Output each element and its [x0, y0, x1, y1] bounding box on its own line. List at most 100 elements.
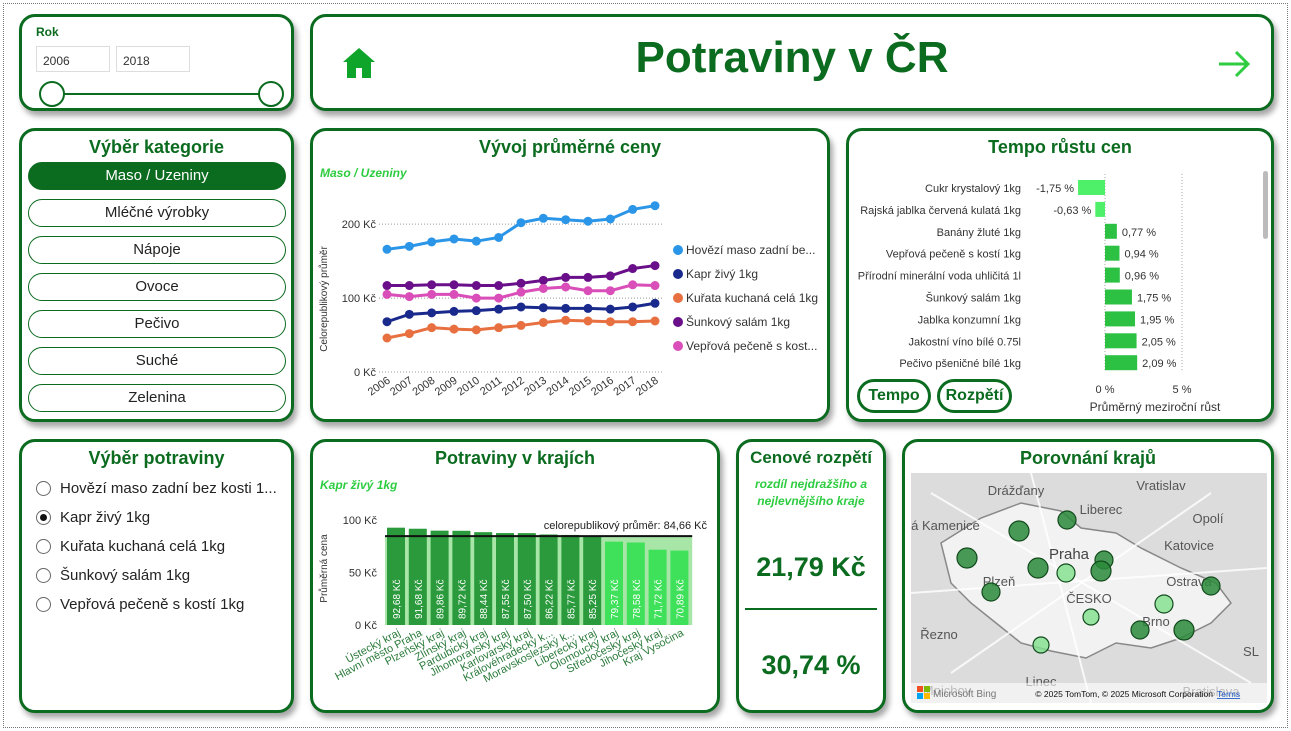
- data-point: [382, 244, 392, 254]
- food-option[interactable]: Kuřata kuchaná celá 1kg: [36, 538, 225, 555]
- growth-bar[interactable]: [1105, 289, 1132, 305]
- region-bar[interactable]: [474, 532, 493, 625]
- legend-label: Vepřová pečeně s kost...: [686, 339, 817, 353]
- bar-value-label: 85,25 Kč: [588, 580, 599, 619]
- region-bubble[interactable]: [1057, 510, 1077, 530]
- rozpeti-button[interactable]: Rozpětí: [937, 379, 1012, 413]
- radio-button[interactable]: [36, 510, 51, 525]
- food-option[interactable]: Vepřová pečeně s kostí 1kg: [36, 596, 244, 613]
- growth-bar[interactable]: [1105, 333, 1137, 349]
- data-point: [404, 329, 414, 339]
- region-bubble[interactable]: [1027, 557, 1049, 579]
- tempo-button[interactable]: Tempo: [857, 379, 931, 413]
- region-bubble[interactable]: [981, 582, 1001, 602]
- data-point: [427, 237, 437, 247]
- region-map[interactable]: Drážďany Liberec Vratislav Saská Kamenice Op…: [911, 473, 1267, 703]
- region-bar[interactable]: [648, 549, 667, 625]
- region-bubble[interactable]: [1173, 619, 1195, 641]
- region-bar[interactable]: [539, 534, 558, 625]
- region-bar[interactable]: [430, 530, 449, 625]
- radio-button[interactable]: [36, 539, 51, 554]
- place-label: Praha: [1049, 546, 1090, 563]
- growth-bar[interactable]: [1105, 355, 1138, 371]
- region-bubble[interactable]: [1082, 608, 1100, 626]
- radio-button[interactable]: [36, 597, 51, 612]
- growth-bar[interactable]: [1105, 245, 1120, 261]
- bar-value-label: 85,77 Kč: [566, 580, 577, 619]
- year-from-input[interactable]: 2006: [36, 46, 110, 72]
- radio-button[interactable]: [36, 481, 51, 496]
- region-bar[interactable]: [670, 550, 689, 625]
- category-button[interactable]: Zelenina: [28, 384, 286, 412]
- bar-value-label: 86,22 Kč: [545, 580, 556, 619]
- region-bar[interactable]: [496, 533, 514, 625]
- place-label: Ostrava: [1166, 574, 1212, 589]
- region-bubble[interactable]: [1032, 636, 1050, 654]
- category-button[interactable]: Pečivo: [28, 310, 286, 338]
- page-title: Potraviny v ČR: [635, 33, 949, 82]
- year-to-input[interactable]: 2018: [116, 46, 190, 72]
- radio-button[interactable]: [36, 568, 51, 583]
- map-terms-link[interactable]: Terms: [1217, 689, 1240, 699]
- place-label: Saská Kamenice: [911, 518, 980, 533]
- growth-bar[interactable]: [1105, 267, 1120, 283]
- region-bubble[interactable]: [956, 547, 978, 569]
- x-tick-label: 5 %: [1173, 384, 1192, 396]
- data-point: [427, 289, 437, 299]
- region-bar[interactable]: [452, 530, 471, 625]
- region-bubble[interactable]: [1056, 563, 1076, 583]
- data-point: [538, 275, 548, 285]
- region-bar[interactable]: [605, 541, 623, 625]
- region-bubble[interactable]: [1130, 620, 1150, 640]
- food-option-label: Kapr živý 1kg: [60, 509, 151, 526]
- region-bubble[interactable]: [1201, 576, 1221, 596]
- food-option[interactable]: Kapr živý 1kg: [36, 509, 150, 526]
- data-point: [605, 214, 615, 224]
- x-tick-label: 2014: [544, 375, 571, 399]
- map-card: Porovnání krajů Drážďany Liberec Vratislav…: [902, 439, 1274, 713]
- home-icon[interactable]: [341, 45, 377, 81]
- category-button[interactable]: Nápoje: [28, 236, 286, 264]
- data-label: 1,95 %: [1140, 314, 1174, 326]
- category-button[interactable]: Ovoce: [28, 273, 286, 301]
- place-label: Liberec: [1080, 502, 1123, 517]
- bing-logo-icon: [917, 693, 923, 699]
- place-label: Brno: [1142, 614, 1169, 629]
- category-button[interactable]: Suché: [28, 347, 286, 375]
- food-option[interactable]: Hovězí maso zadní bez kosti 1...: [36, 480, 277, 497]
- region-bar[interactable]: [387, 527, 405, 625]
- category-card: Výběr kategorie Maso / Uzeniny Mléčné výr…: [19, 128, 294, 422]
- growth-bar[interactable]: [1105, 223, 1117, 239]
- growth-bar[interactable]: [1105, 311, 1136, 327]
- region-bar[interactable]: [408, 528, 427, 625]
- year-slider-handle-end[interactable]: [258, 81, 284, 107]
- data-point: [449, 306, 459, 316]
- data-point: [382, 317, 392, 327]
- x-tick-label: 2012: [500, 375, 527, 399]
- growth-bar[interactable]: [1095, 201, 1105, 217]
- region-bubble[interactable]: [1008, 520, 1030, 542]
- food-option[interactable]: Šunkový salám 1kg: [36, 567, 190, 584]
- category-label: Vepřová pečeně s kostí 1kg: [886, 249, 1021, 261]
- year-slider-handle-start[interactable]: [39, 81, 65, 107]
- price-trend-chart: 0 Kč 100 Kč 200 Kč Celorepublikový průměr 20…: [318, 201, 818, 399]
- data-label: 0,77 %: [1122, 227, 1156, 239]
- legend-marker: [673, 269, 683, 279]
- arrow-right-icon[interactable]: [1217, 49, 1251, 79]
- data-label: 2,05 %: [1142, 336, 1176, 348]
- growth-bar[interactable]: [1078, 180, 1105, 195]
- region-bar[interactable]: [517, 533, 536, 625]
- growth-scrollbar[interactable]: [1263, 171, 1268, 239]
- region-bubble[interactable]: [1154, 594, 1174, 614]
- category-button[interactable]: Maso / Uzeniny: [28, 162, 286, 190]
- growth-title: Tempo růstu cen: [988, 137, 1132, 157]
- data-label: 0,96 %: [1125, 271, 1159, 283]
- region-bubble[interactable]: [1090, 560, 1112, 582]
- region-bar[interactable]: [561, 534, 580, 625]
- x-tick-label: 2018: [634, 375, 661, 399]
- category-button[interactable]: Mléčné výrobky: [28, 199, 286, 227]
- region-bar[interactable]: [626, 542, 645, 625]
- region-bar[interactable]: [583, 535, 602, 625]
- regions-title: Potraviny v krajích: [434, 448, 596, 468]
- category-label: Šunkový salám 1kg: [926, 292, 1021, 305]
